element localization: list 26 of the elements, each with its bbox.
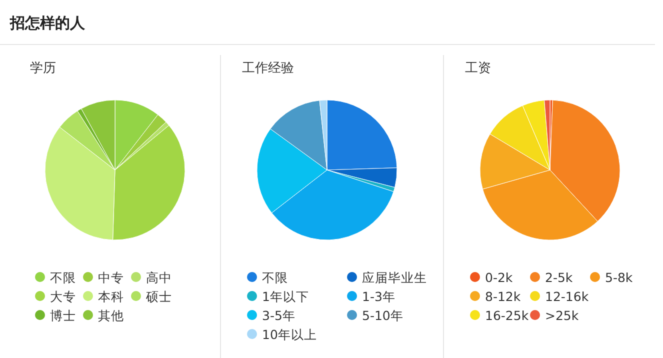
legend-label: 0-2k — [485, 270, 514, 285]
legend-label: 其他 — [98, 308, 124, 323]
chart-title: 工资 — [465, 61, 491, 76]
text: 招怎样的人 — [9, 14, 86, 32]
legend-label: 8-12k — [485, 289, 522, 304]
legend-label: 不限 — [262, 270, 288, 285]
legend-label: 10年以上 — [262, 327, 317, 342]
legend-label: 16-25k — [485, 308, 530, 323]
legend-label: >25k — [545, 308, 580, 323]
legend-label: 3-5年 — [262, 308, 296, 323]
legend-label: 5-8k — [605, 270, 634, 285]
legend-label: 1年以下 — [262, 289, 309, 304]
legend-label: 不限 — [50, 270, 76, 285]
legend-label: 1-3年 — [362, 289, 396, 304]
legend-label: 12-16k — [545, 289, 590, 304]
chart-title: 学历 — [30, 61, 56, 76]
legend-label: 大专 — [50, 289, 76, 304]
legend-label: 应届毕业生 — [362, 270, 427, 285]
legend-label: 本科 — [98, 289, 124, 304]
legend-label: 2-5k — [545, 270, 574, 285]
legend-label: 中专 — [98, 270, 124, 285]
legend-label: 高中 — [146, 270, 172, 285]
legend-label: 博士 — [50, 308, 76, 323]
legend-label: 硕士 — [145, 289, 172, 304]
legend-label: 5-10年 — [362, 308, 404, 323]
chart-title: 工作经验 — [242, 61, 294, 76]
